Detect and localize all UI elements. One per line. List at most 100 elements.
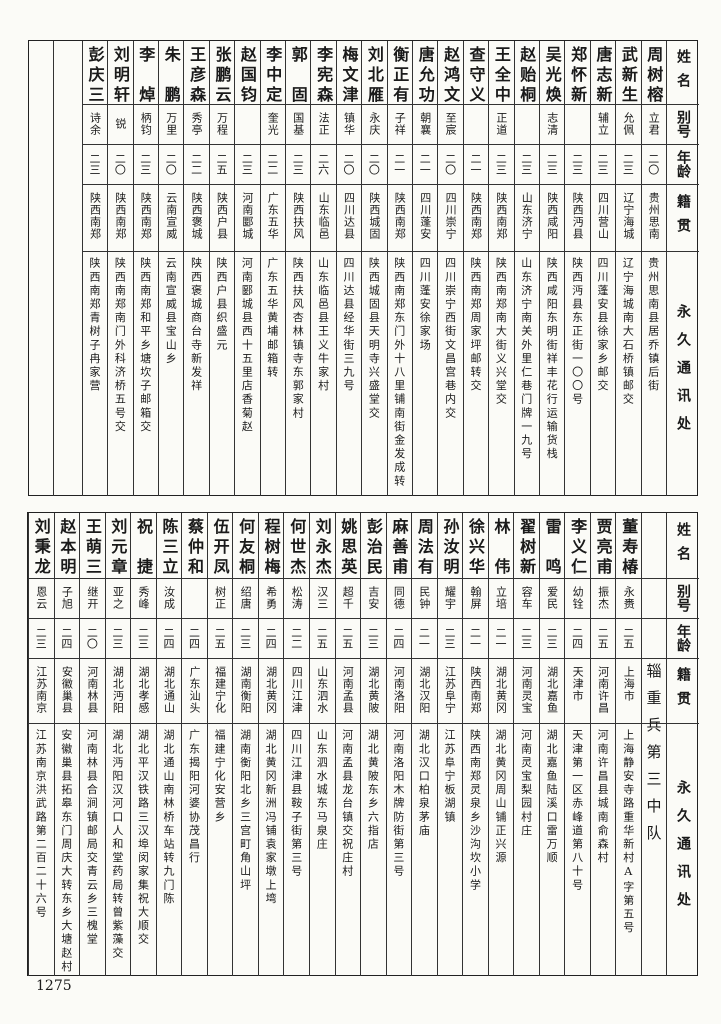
person-origin: 湖北沔阳	[111, 666, 125, 714]
table-cell-alias: 万程	[209, 104, 234, 144]
header-cell-name: 姓名	[666, 513, 699, 578]
table-cell-origin: 陕西南郑	[107, 184, 132, 251]
row-divider	[81, 184, 699, 185]
person-name: 唐志新	[593, 46, 613, 102]
person-name: 何世杰	[287, 518, 307, 574]
table-cell-origin: 湖北嘉鱼	[539, 658, 565, 723]
person-address: 四川蓬安县徐家乡邮交	[595, 257, 609, 393]
table-cell-name: 翟树新	[513, 513, 539, 578]
table-cell-origin: 安徽巢县	[54, 658, 80, 723]
header-label: 姓名	[675, 521, 691, 570]
table-cell-origin: 山东济宁	[514, 184, 539, 251]
person-name: 衡正有	[390, 46, 410, 102]
person-origin: 湖北黄冈	[494, 666, 508, 714]
table-cell-origin: 河南郾城	[234, 184, 259, 251]
person-name: 何友桐	[236, 518, 256, 574]
person-age: 二五	[340, 627, 354, 649]
column-divider	[335, 41, 337, 496]
table-cell-alias	[564, 104, 589, 144]
person-address: 陕西南郑和平乡塘坎子邮箱交	[138, 257, 152, 434]
table-cell-alias: 朝襄	[412, 104, 437, 144]
person-age: 二三	[494, 153, 508, 175]
table-cell-alias: 正道	[488, 104, 513, 144]
table-cell-address: 贵州思南县居乔镇后街	[641, 251, 666, 496]
column-divider	[81, 41, 83, 496]
table-cell-origin: 陕西褒城	[183, 184, 208, 251]
table-cell-alias	[463, 104, 488, 144]
table-cell-alias: 志清	[539, 104, 564, 144]
table-cell-origin: 湖北通山	[156, 658, 182, 723]
person-age: 二一	[392, 153, 406, 175]
person-age: 二三	[595, 153, 609, 175]
person-origin: 湖北通山	[162, 666, 176, 714]
person-name: 周法有	[414, 518, 434, 574]
column-divider	[104, 513, 106, 976]
person-age: 二〇	[113, 153, 127, 175]
table-cell-alias: 希勇	[258, 578, 284, 618]
person-name: 林伟	[491, 518, 511, 574]
table-cell-origin: 陕西南郑	[133, 184, 158, 251]
header-cell-address: 永久通讯处	[666, 251, 699, 496]
person-age: 二三	[291, 153, 305, 175]
table-cell-name: 林伟	[488, 513, 514, 578]
person-address: 辽宁海城南大石桥镇邮交	[621, 257, 635, 407]
table-cell-alias	[234, 104, 259, 144]
table-cell-origin: 陕西南郑	[488, 184, 513, 251]
table-cell-origin: 湖北黄冈	[258, 658, 284, 723]
person-alias: 诗余	[88, 112, 102, 136]
person-age: 二三	[240, 153, 254, 175]
person-age: 二三	[545, 153, 559, 175]
person-name: 王萌三	[82, 518, 102, 574]
table-cell-age: 二〇	[158, 144, 183, 184]
table-cell-address: 安徽巢县拓皋东门周庆大转东乡大塘赵村	[54, 723, 80, 976]
column-divider	[462, 41, 464, 496]
person-origin: 江苏阜宁	[443, 666, 457, 714]
person-origin: 湖北汉阳	[417, 666, 431, 714]
person-age: 二二	[189, 153, 203, 175]
table-cell-address: 湖北通山南林桥车站转九门陈	[156, 723, 182, 976]
column-divider	[539, 41, 540, 496]
table-cell-origin: 陕西沔县	[564, 184, 589, 251]
person-alias: 绍唐	[239, 586, 253, 610]
person-age: 二五	[315, 627, 329, 649]
person-alias: 志清	[545, 112, 559, 136]
person-origin: 山东泗水	[315, 666, 329, 714]
person-alias: 超千	[341, 586, 355, 610]
person-alias: 幼铨	[571, 586, 585, 610]
person-age: 二三	[366, 627, 380, 649]
person-origin: 四川蓬安	[418, 192, 432, 240]
person-origin: 陕西户县	[215, 192, 229, 240]
table-cell-address: 湖北汉口柏泉茅庙	[411, 723, 437, 976]
person-age: 二六	[316, 153, 330, 175]
table-cell-age: 二〇	[641, 144, 666, 184]
table-cell-origin: 河南林县	[79, 658, 105, 723]
person-address: 湖北黄冈周山铺正兴源	[494, 729, 508, 865]
person-origin: 陕西南郑	[393, 192, 407, 240]
table-cell-name: 郭固	[285, 41, 310, 104]
table-cell-alias: 锐	[107, 104, 132, 144]
table-cell-name: 梅文津	[336, 41, 361, 104]
person-age: 二五	[213, 627, 227, 649]
table-cell-name: 彭治民	[360, 513, 386, 578]
column-divider	[538, 513, 540, 976]
table-cell-address: 四川蓬安县徐家乡邮交	[590, 251, 615, 496]
table-cell-origin: 四川崇宁	[437, 184, 462, 251]
person-origin: 陕西南郑	[468, 666, 482, 714]
table-cell-alias: 辅立	[590, 104, 615, 144]
person-address: 山东临邑县王义牛家村	[316, 257, 330, 393]
person-address: 陕西南郑南大街义兴堂交	[494, 257, 508, 407]
person-address: 江苏南京洪武路第二百二十六号	[34, 729, 48, 920]
person-origin: 安徽巢县	[60, 666, 74, 714]
table-cell-alias: 国基	[285, 104, 310, 144]
table-cell-origin: 辽宁海城	[615, 184, 640, 251]
person-origin: 湖北黄陂	[366, 666, 380, 714]
table-cell-origin: 湖北黄陂	[360, 658, 386, 723]
unit-label-cell: 辎重兵第三中队	[641, 513, 666, 976]
person-age: 二三	[621, 153, 635, 175]
person-age: 二〇	[85, 627, 99, 649]
person-alias: 子祥	[393, 112, 407, 136]
table-cell-alias: 允佩	[615, 104, 640, 144]
table-cell-origin: 江苏南京	[28, 658, 54, 723]
table-cell-alias: 子旭	[54, 578, 80, 618]
header-label: 永久通讯处	[675, 779, 691, 920]
